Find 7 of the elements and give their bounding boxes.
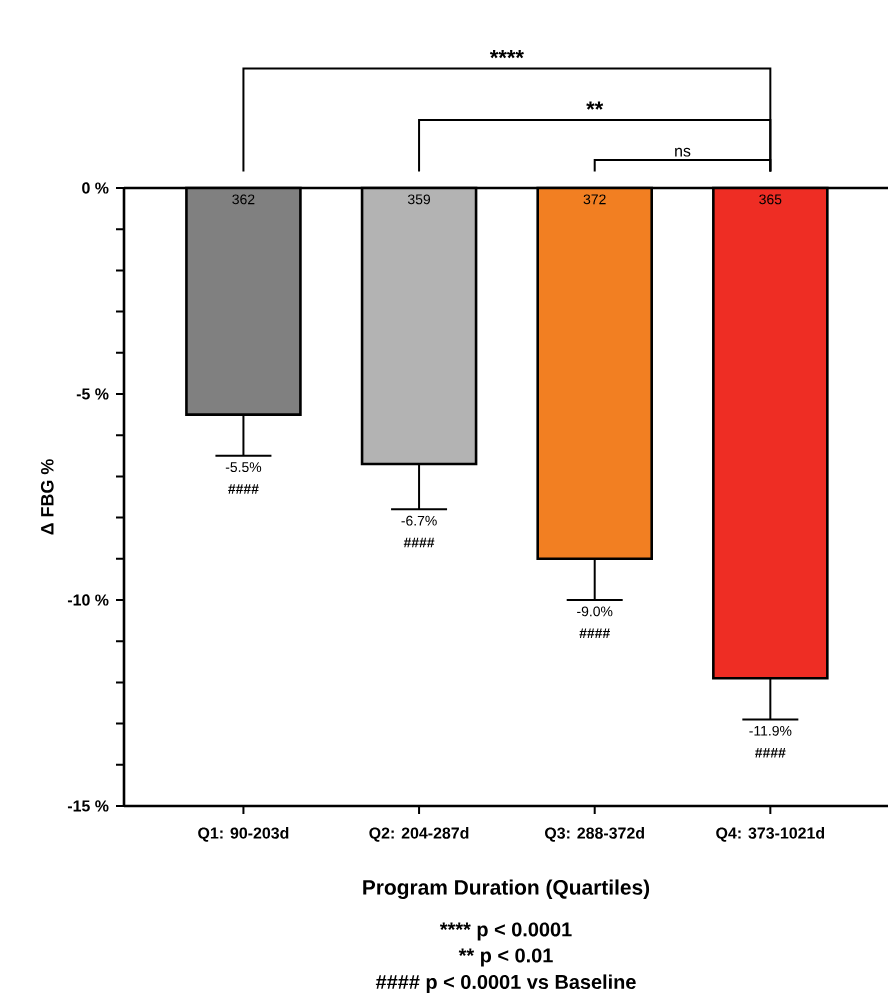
- text: ****: [489, 50, 524, 59]
- text: ** p < 0.01: [458, 948, 553, 967]
- text: #### p < 0.0001 vs Baseline: [375, 974, 636, 993]
- text: **: [586, 101, 604, 110]
- y-axis-title: Δ FBG %: [40, 459, 54, 535]
- text: **** p < 0.0001: [439, 922, 572, 941]
- x-axis-title: Program Duration (Quartiles): [363, 879, 650, 900]
